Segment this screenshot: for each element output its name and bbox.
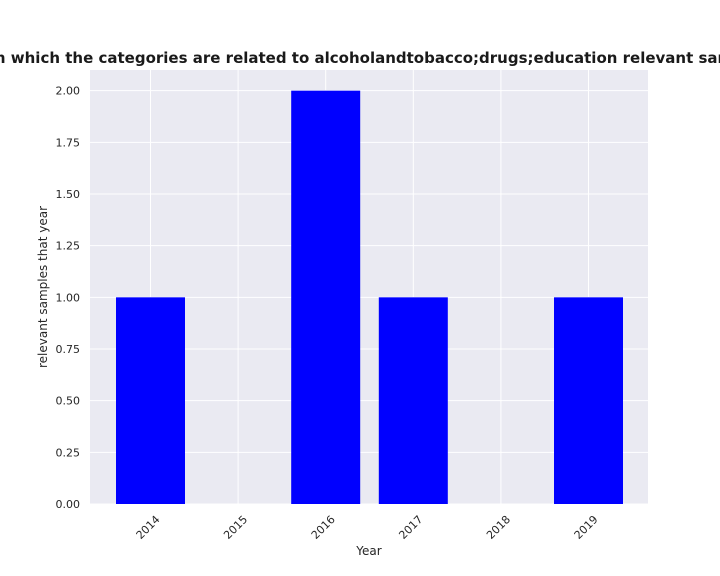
x-tick-label: 2014 xyxy=(134,513,163,542)
x-tick-label: 2016 xyxy=(309,513,338,542)
y-tick-labels: 0.00 0.25 0.50 0.75 1.00 1.25 1.50 1.75 2.00 xyxy=(56,85,81,511)
bars-layer xyxy=(116,90,623,505)
y-tick-label: 1.50 xyxy=(56,188,81,201)
y-tick-label: 2.00 xyxy=(56,85,81,98)
x-tick-labels: 2014 2015 2016 2017 2018 2019 xyxy=(134,513,601,542)
bar-2019 xyxy=(554,297,623,504)
y-tick-label: 0.00 xyxy=(56,498,81,511)
bar-2016 xyxy=(291,90,361,505)
x-axis-label: Year xyxy=(355,544,381,558)
bar-2017 xyxy=(378,297,448,504)
y-tick-label: 1.25 xyxy=(56,240,81,253)
x-tick-label: 2015 xyxy=(221,513,250,542)
y-tick-label: 0.50 xyxy=(56,395,81,408)
chart-title: Number of samples with reports in which … xyxy=(0,49,720,67)
bar-2014 xyxy=(116,297,185,504)
y-tick-label: 1.00 xyxy=(56,291,81,304)
x-tick-label: 2018 xyxy=(484,513,513,542)
x-tick-label: 2017 xyxy=(396,513,425,542)
y-tick-label: 0.25 xyxy=(56,446,81,459)
y-tick-label: 1.75 xyxy=(56,136,81,149)
y-tick-label: 0.75 xyxy=(56,343,81,356)
y-axis-label: relevant samples that year xyxy=(36,206,50,368)
x-tick-label: 2019 xyxy=(572,513,601,542)
